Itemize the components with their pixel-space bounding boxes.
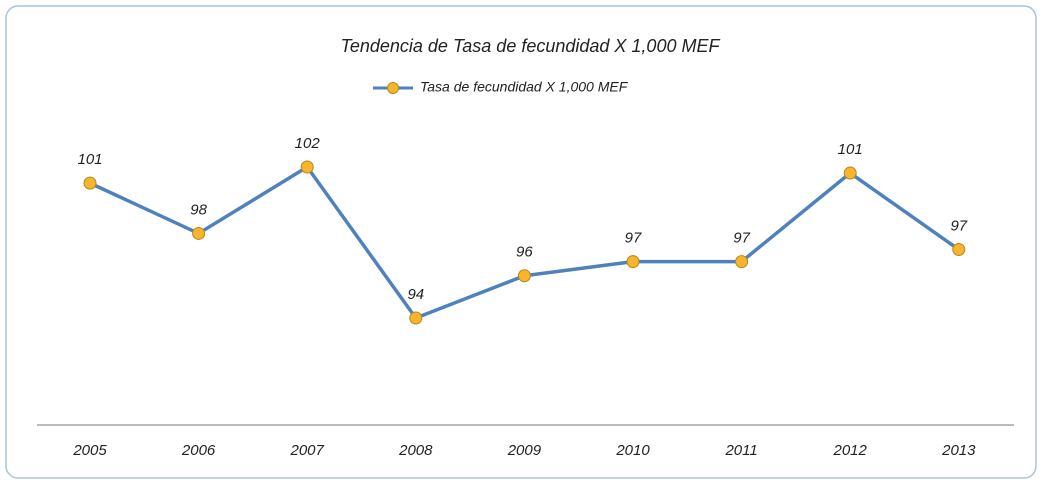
data-point [83, 176, 97, 190]
data-point [409, 311, 423, 325]
x-tick-label: 2005 [72, 442, 107, 459]
x-tick-label: 2009 [507, 442, 542, 459]
data-label: 98 [190, 201, 207, 218]
data-label: 94 [407, 286, 424, 303]
x-tick-label: 2011 [724, 442, 757, 459]
data-label: 97 [733, 230, 750, 247]
data-label: 102 [295, 135, 321, 152]
data-label: 97 [625, 230, 642, 247]
chart-title: Tendencia de Tasa de fecundidad X 1,000 … [341, 36, 721, 56]
chart-frame [5, 5, 1037, 479]
data-point [626, 255, 640, 269]
data-point [517, 269, 531, 283]
x-tick-label: 2013 [941, 442, 976, 459]
data-label: 97 [950, 218, 967, 235]
data-point [843, 166, 857, 180]
data-label: 96 [516, 244, 533, 261]
data-point [952, 243, 966, 257]
data-point [300, 160, 314, 174]
x-tick-label: 2008 [398, 442, 433, 459]
x-tick-label: 2006 [181, 442, 216, 459]
data-point [192, 226, 206, 240]
legend-label: Tasa de fecundidad X 1,000 MEF [420, 79, 629, 95]
x-tick-label: 2010 [615, 442, 650, 459]
data-label: 101 [77, 151, 102, 168]
legend-marker [387, 82, 399, 94]
x-tick-label: 2007 [290, 442, 325, 459]
data-label: 101 [838, 141, 863, 158]
x-tick-label: 2012 [833, 442, 868, 459]
data-point [735, 255, 749, 269]
